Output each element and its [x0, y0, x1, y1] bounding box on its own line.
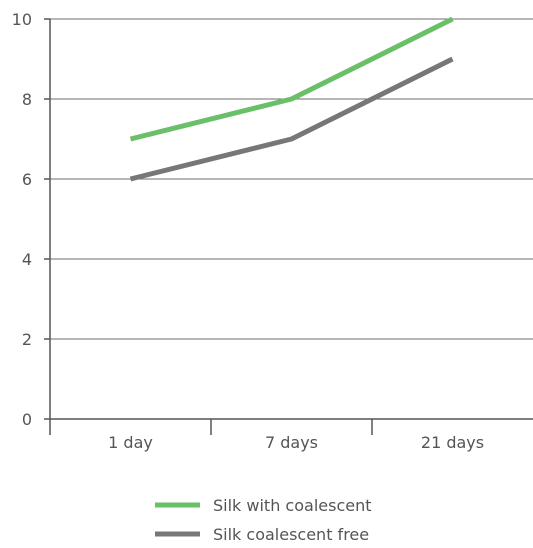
y-tick-label: 0	[22, 410, 32, 429]
series-line-1	[129, 16, 454, 142]
y-tick-label: 8	[22, 90, 32, 109]
x-tick-label: 21 days	[421, 433, 484, 452]
legend: Silk with coalescent Silk coalescent free	[155, 496, 372, 544]
legend-label-1: Silk with coalescent	[213, 496, 372, 515]
y-tick-labels: 0 2 4 6 8 10	[12, 10, 32, 429]
y-tick-label: 4	[22, 250, 32, 269]
axes	[44, 18, 533, 435]
y-tick-label: 2	[22, 330, 32, 349]
x-tick-label: 1 day	[108, 433, 153, 452]
x-tick-label: 7 days	[265, 433, 318, 452]
x-tick-labels: 1 day 7 days 21 days	[108, 433, 484, 452]
legend-label-2: Silk coalescent free	[213, 525, 369, 544]
y-tick-label: 10	[12, 10, 32, 29]
y-tick-label: 6	[22, 170, 32, 189]
series-line-2	[129, 56, 454, 182]
gridlines	[50, 18, 533, 340]
series-lines	[129, 16, 454, 182]
